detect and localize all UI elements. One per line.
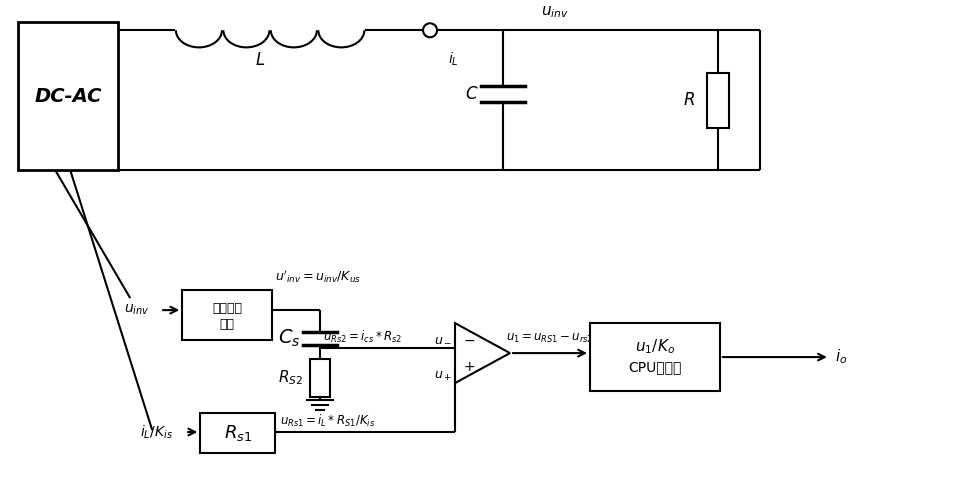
Text: C: C — [466, 85, 477, 103]
Text: 电路: 电路 — [220, 318, 234, 331]
Bar — [18, 22, 119, 170]
Text: $i_o$: $i_o$ — [835, 348, 847, 367]
Bar — [182, 290, 272, 340]
Bar — [310, 359, 330, 397]
Text: $u_-$: $u_-$ — [434, 332, 452, 345]
Text: $u'_{inv}=u_{inv}/K_{us}$: $u'_{inv}=u_{inv}/K_{us}$ — [275, 268, 362, 285]
Text: $C_s$: $C_s$ — [279, 328, 301, 349]
Text: $u_{Rs2}=i_{cs}*R_{s2}$: $u_{Rs2}=i_{cs}*R_{s2}$ — [323, 329, 402, 345]
Text: $R_{s1}$: $R_{s1}$ — [224, 423, 252, 443]
Text: $R_{S2}$: $R_{S2}$ — [279, 369, 303, 387]
Text: $u_1=u_{RS1}-u_{rs2}$: $u_1=u_{RS1}-u_{rs2}$ — [506, 332, 594, 345]
Text: DC-AC: DC-AC — [35, 87, 102, 106]
Text: $+$: $+$ — [463, 360, 475, 374]
Bar — [707, 73, 729, 127]
Text: CPU处理器: CPU处理器 — [629, 360, 682, 374]
Text: L: L — [255, 51, 265, 69]
Text: $u_{inv}$: $u_{inv}$ — [124, 303, 149, 317]
Text: 电压采样: 电压采样 — [212, 302, 242, 315]
Text: $i_L$: $i_L$ — [448, 50, 459, 68]
Text: $i_L/K_{is}$: $i_L/K_{is}$ — [140, 423, 174, 441]
Bar — [590, 323, 720, 391]
Polygon shape — [455, 323, 510, 383]
Text: R: R — [683, 91, 695, 109]
Circle shape — [423, 23, 437, 37]
Text: $u_{Rs1}=i_L*R_{S1}/K_{is}$: $u_{Rs1}=i_L*R_{S1}/K_{is}$ — [281, 413, 375, 429]
Text: $-$: $-$ — [463, 333, 475, 347]
Text: $u_{inv}$: $u_{inv}$ — [541, 4, 569, 20]
Text: $u_+$: $u_+$ — [434, 370, 452, 382]
Bar — [201, 413, 275, 453]
Text: $u_1/K_o$: $u_1/K_o$ — [635, 338, 675, 357]
